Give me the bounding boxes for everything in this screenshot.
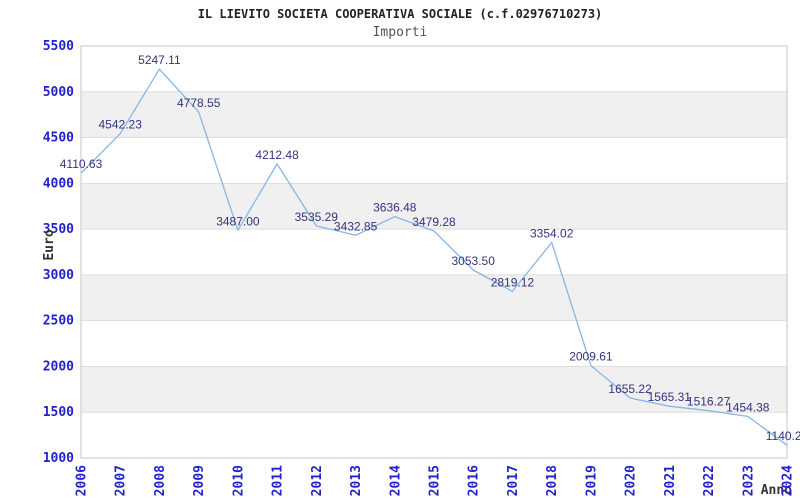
value-label: 5247.11 bbox=[138, 53, 181, 67]
value-label: 4110.63 bbox=[60, 157, 103, 171]
y-axis-title: Euro bbox=[42, 229, 57, 260]
plot-border bbox=[80, 45, 788, 459]
value-label: 3487.00 bbox=[216, 214, 260, 228]
x-axis-title: Anno bbox=[761, 483, 792, 498]
value-label: 1140.24 bbox=[766, 429, 800, 443]
plot-band bbox=[81, 274, 787, 321]
x-tick-label: 2023 bbox=[741, 465, 756, 496]
x-tick-label: 2012 bbox=[310, 465, 325, 496]
x-tick-label: 2022 bbox=[702, 465, 717, 496]
x-tick-label: 2011 bbox=[271, 465, 286, 496]
value-label: 3053.50 bbox=[452, 254, 496, 268]
value-label: 3636.48 bbox=[373, 201, 417, 215]
plot-band bbox=[81, 91, 787, 138]
x-tick-label: 2013 bbox=[349, 465, 364, 496]
x-tick-label: 2020 bbox=[624, 465, 639, 496]
y-tick-label: 5500 bbox=[43, 39, 74, 54]
y-tick-label: 4000 bbox=[43, 176, 74, 191]
x-tick-label: 2008 bbox=[153, 465, 168, 496]
x-tick-label: 2006 bbox=[75, 465, 90, 496]
value-label: 1565.31 bbox=[648, 390, 692, 404]
x-tick-label: 2010 bbox=[231, 465, 246, 496]
value-label: 4778.55 bbox=[177, 96, 221, 110]
value-label: 1516.27 bbox=[687, 395, 731, 409]
x-tick-label: 2019 bbox=[584, 465, 599, 496]
value-label: 1454.38 bbox=[726, 400, 770, 414]
value-label: 4542.23 bbox=[99, 118, 143, 132]
x-tick-label: 2021 bbox=[663, 465, 678, 496]
x-tick-label: 2018 bbox=[545, 465, 560, 496]
value-label: 1655.22 bbox=[608, 382, 652, 396]
y-tick-label: 2000 bbox=[43, 359, 74, 374]
x-tick-label: 2024 bbox=[781, 465, 796, 496]
x-tick-label: 2017 bbox=[506, 465, 521, 496]
value-label: 2819.12 bbox=[491, 275, 535, 289]
chart-title: IL LIEVITO SOCIETA COOPERATIVA SOCIALE (… bbox=[197, 7, 603, 21]
value-label: 3479.28 bbox=[412, 215, 456, 229]
x-tick-label: 2015 bbox=[428, 465, 443, 496]
y-tick-label: 1500 bbox=[43, 405, 74, 420]
value-label: 2009.61 bbox=[569, 350, 613, 364]
chart-subtitle: Importi bbox=[372, 25, 428, 40]
value-label: 4212.48 bbox=[255, 148, 299, 162]
y-tick-label: 5000 bbox=[43, 85, 74, 100]
value-label: 3535.29 bbox=[295, 210, 339, 224]
x-tick-label: 2016 bbox=[467, 465, 482, 496]
x-tick-label: 2009 bbox=[192, 465, 207, 496]
plot-band bbox=[81, 366, 787, 413]
series-line bbox=[80, 68, 788, 446]
y-tick-label: 3500 bbox=[43, 222, 74, 237]
value-label: 3354.02 bbox=[530, 227, 574, 241]
value-label: 3432.85 bbox=[334, 219, 378, 233]
y-tick-label: 3000 bbox=[43, 268, 74, 283]
x-tick-label: 2014 bbox=[388, 465, 403, 496]
plot-band bbox=[81, 183, 787, 230]
y-tick-label: 4500 bbox=[43, 131, 74, 146]
y-tick-label: 2500 bbox=[43, 314, 74, 329]
y-tick-label: 1000 bbox=[43, 451, 74, 466]
x-tick-label: 2007 bbox=[114, 465, 129, 496]
